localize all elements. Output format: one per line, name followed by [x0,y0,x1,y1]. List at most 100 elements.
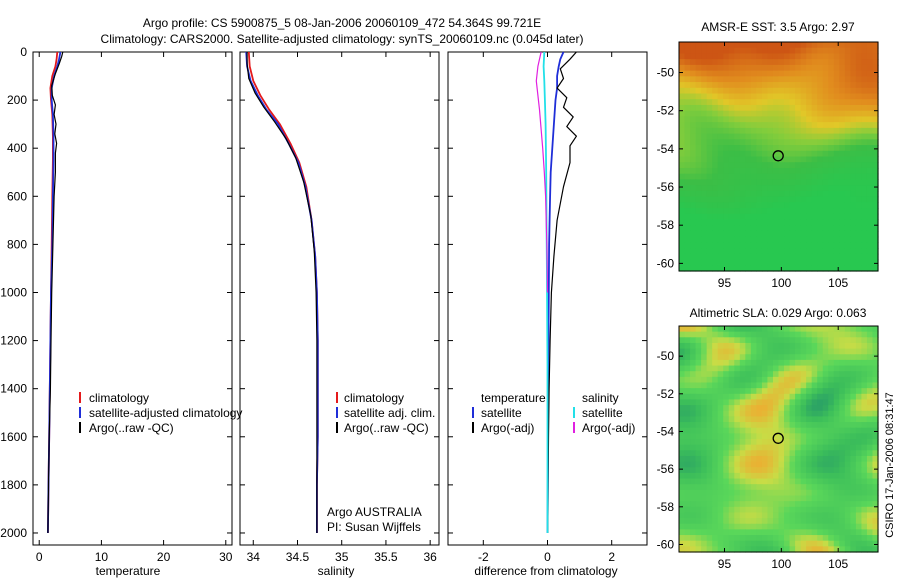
map-cell [684,42,691,49]
map-cell [723,405,730,412]
map-cell [734,213,741,221]
map-cell [861,450,868,457]
map-cell [690,506,697,514]
series-line-temperature-argo-adj- [547,51,578,534]
map-cell [767,64,774,72]
map-cell [728,236,735,243]
map-cell [701,489,708,497]
map-cell [789,99,796,106]
map-cell [712,87,719,95]
map-cell [739,354,746,361]
map-cell [839,535,846,542]
map-cell [684,230,691,238]
map-cell [728,523,735,530]
map-cell [850,202,857,209]
map-cell [745,213,752,221]
map-cell [717,110,724,118]
series-line-satellite-adj-clim- [245,51,319,533]
map-cell [795,219,802,226]
map-cell [855,472,863,480]
map-cell [717,512,724,519]
map-cell [706,365,713,372]
map-cell [817,376,824,384]
map-cell [684,236,691,243]
map-cell [717,162,724,169]
map-cell [761,427,769,434]
map-cell [723,348,730,355]
map-cell [839,82,846,89]
map-cell [850,253,857,261]
map-cell [789,265,796,272]
map-cell [795,371,802,378]
map-cell [789,47,796,55]
map-cell [795,47,802,55]
map-cell [861,167,868,175]
map-cell [839,348,846,355]
map-cell [739,230,746,238]
map-cell [761,190,769,198]
map-cell [811,196,818,203]
map-cell [833,405,840,412]
map-cell [811,116,818,123]
map-cell [822,348,829,355]
map-cell [817,506,824,514]
map-cell [861,104,868,112]
map-cell [866,523,874,530]
map-cell [756,99,763,106]
map-cell [767,540,774,547]
map-cell [767,225,774,232]
map-cell [861,225,868,232]
map-cell [723,365,730,372]
map-cell [728,337,735,344]
map-cell [795,450,802,457]
map-cell [739,450,746,457]
map-cell [806,242,813,249]
map-cell [761,76,769,83]
map-cell [761,342,769,350]
map-cell [690,484,697,491]
map-cell [828,540,835,547]
map-cell [855,59,863,66]
map-cell [833,150,840,158]
map-cell [695,82,702,89]
map-cell [750,484,757,491]
map-cell [756,540,763,547]
map-cell [712,337,719,344]
map-cell [767,99,774,106]
map-cell [817,99,824,106]
map-cell [872,185,879,192]
map-cell [795,495,802,502]
map-cell [861,202,868,209]
map-cell [844,337,851,344]
map-cell [784,162,791,169]
map-cell [817,242,824,249]
map-cell [723,122,730,129]
map-cell [723,265,730,272]
map-cell [784,99,791,106]
map-cell [756,122,763,129]
map-cell [701,337,708,344]
map-cell [795,326,802,333]
map-cell [822,185,829,192]
series-line-argo-raw-qc- [246,52,318,533]
map-cell [701,506,708,514]
map-cell [850,410,857,417]
map-cell [778,248,785,255]
map-cell [756,535,763,542]
map-cell [806,93,813,100]
map-cell [784,331,791,338]
map-cell [767,59,774,66]
map-cell [734,450,741,457]
map-cell [866,230,874,238]
map-cell [806,540,813,547]
y-tick-label: -58 [657,500,675,514]
map-cell [745,512,752,519]
map-cell [811,47,818,55]
map-cell [844,478,851,485]
map-cell [800,371,807,378]
map-cell [761,467,769,474]
map-cell [701,427,708,434]
map-cell [844,133,851,140]
map-cell [739,348,746,355]
map-cell [695,416,702,423]
